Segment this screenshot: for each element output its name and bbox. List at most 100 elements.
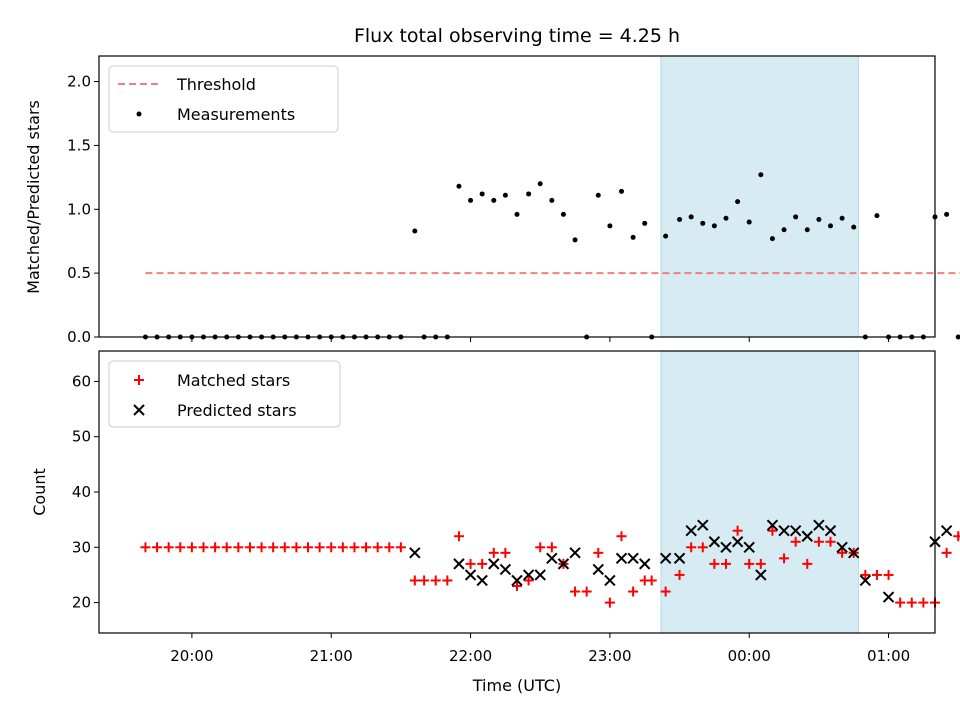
matched-star-point — [477, 558, 488, 569]
bottom-y-tick-label: 40 — [72, 483, 91, 501]
predicted-star-point — [453, 558, 465, 570]
measurement-point — [874, 213, 880, 219]
matched-star-point — [941, 547, 952, 558]
measurement-point — [711, 223, 717, 229]
predicted-star-point — [557, 558, 570, 570]
measurement-point — [572, 237, 578, 243]
x-tick-label: 22:00 — [449, 647, 492, 665]
predicted-star-point — [522, 569, 535, 581]
legend-threshold-label: Threshold — [176, 75, 256, 94]
matched-star-point — [570, 586, 581, 597]
predicted-star-point — [720, 541, 732, 554]
measurement-point — [828, 223, 833, 229]
predicted-star-point — [511, 574, 523, 587]
predicted-star-point — [604, 574, 616, 587]
predicted-star-point — [499, 563, 512, 576]
matched-star-point — [186, 542, 197, 553]
matched-star-point — [303, 542, 313, 553]
matched-star-point — [198, 542, 209, 553]
measurement-point — [955, 334, 960, 340]
matched-star-point — [906, 597, 917, 608]
predicted-star-point — [766, 519, 779, 531]
matched-star-point — [430, 575, 441, 586]
predicted-star-point — [940, 524, 953, 537]
measurement-point — [839, 215, 845, 221]
matched-star-point — [244, 542, 255, 553]
matched-star-point — [453, 531, 464, 542]
matched-star-point — [314, 542, 325, 553]
matched-star-point — [488, 547, 499, 558]
bottom-y-axis-label: Count — [30, 468, 49, 516]
x-tick-label: 21:00 — [310, 647, 353, 665]
top-shaded-regions — [660, 55, 859, 338]
matched-star-point — [895, 597, 906, 608]
legend-measurements-swatch — [136, 111, 142, 117]
bottom-y-tick-label: 30 — [72, 538, 91, 556]
legend-matched-label: Matched stars — [177, 371, 290, 390]
matched-star-point — [697, 542, 708, 553]
measurement-point — [804, 227, 810, 233]
measurement-point — [630, 234, 636, 240]
measurement-point — [537, 181, 543, 187]
matched-star-point — [163, 542, 174, 553]
measurement-point — [851, 224, 857, 230]
x-tick-label: 20:00 — [170, 647, 213, 665]
matched-star-point — [883, 569, 894, 580]
bottom-x-ticks: 20:0021:0022:0023:0000:0001:0002:0003:00… — [170, 633, 910, 665]
matched-star-point — [279, 542, 290, 553]
matched-star-point — [326, 542, 337, 553]
measurement-point — [560, 211, 566, 217]
matched-star-point — [732, 525, 743, 536]
bottom-data-marks — [140, 519, 960, 608]
matched-star-point — [221, 542, 232, 553]
matched-star-point — [646, 575, 657, 586]
top-legend: Threshold Measurements — [108, 65, 339, 133]
top-y-axis-label: Matched/Predicted stars — [24, 100, 43, 294]
measurement-point — [758, 172, 764, 178]
matched-star-point — [291, 542, 302, 553]
matched-star-point — [660, 586, 671, 597]
predicted-star-point — [592, 563, 604, 576]
matched-star-point — [337, 542, 348, 553]
predicted-star-point — [673, 552, 686, 565]
chart-title: Flux total observing time = 4.25 h — [354, 25, 680, 47]
predicted-star-point — [859, 574, 872, 587]
predicted-star-point — [848, 547, 860, 559]
measurement-point — [723, 215, 729, 221]
matched-star-point — [790, 536, 801, 547]
top-y-tick-label: 1.0 — [67, 200, 91, 218]
matched-star-point — [953, 531, 960, 542]
matched-star-point — [140, 542, 151, 553]
measurement-point — [781, 227, 787, 233]
x-axis-label: Time (UTC) — [472, 676, 561, 695]
matched-star-point — [395, 542, 406, 553]
measurement-point — [595, 192, 601, 198]
measurement-point — [491, 197, 497, 203]
predicted-star-point — [569, 547, 581, 559]
matched-star-point — [813, 536, 824, 547]
matched-star-point — [419, 575, 430, 586]
measurement-point — [412, 228, 418, 234]
measurement-point — [479, 191, 485, 197]
measurement-point — [619, 188, 624, 194]
predicted-star-point — [731, 536, 744, 548]
matched-star-point — [581, 586, 592, 597]
matched-star-point — [721, 558, 731, 569]
matched-star-point — [361, 542, 372, 553]
top-y-tick-label: 1.5 — [67, 136, 91, 154]
matched-star-point — [409, 575, 420, 586]
legend-matched-swatch — [134, 375, 144, 385]
measurement-point — [549, 197, 555, 203]
top-panel: 0.00.51.01.52.0 Matched/Predicted stars … — [24, 55, 960, 346]
measurement-point — [607, 223, 613, 229]
matched-star-point — [802, 558, 813, 569]
top-axes-frame — [98, 55, 936, 338]
bottom-y-tick-label: 50 — [72, 428, 91, 446]
measurement-point — [944, 211, 950, 217]
measurement-point — [793, 214, 799, 220]
predicted-star-point — [639, 558, 651, 570]
legend-predicted-label: Predicted stars — [177, 401, 297, 420]
measurement-point — [526, 191, 532, 197]
matched-star-point — [233, 542, 244, 553]
